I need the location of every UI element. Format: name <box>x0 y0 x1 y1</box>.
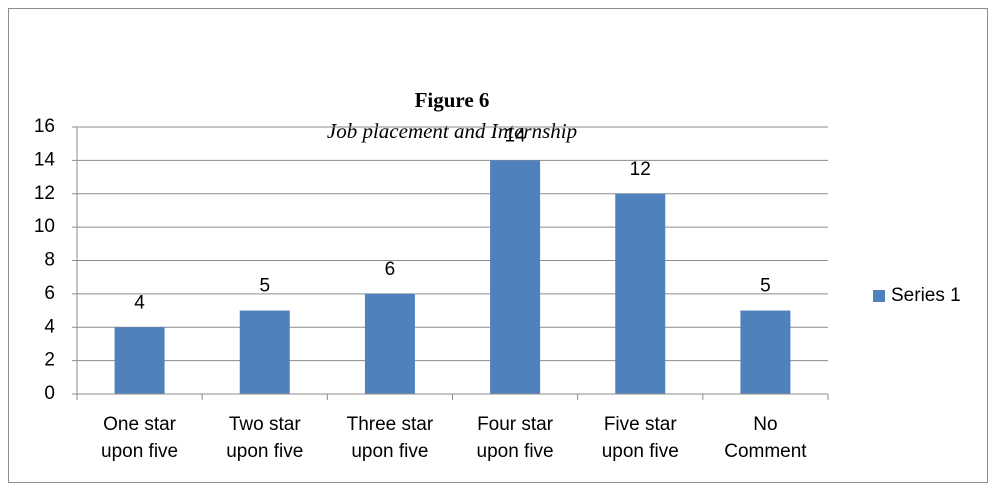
y-tick-label: 4 <box>44 316 55 337</box>
x-tick-label: Five star upon five <box>601 414 679 462</box>
y-tick-label: 0 <box>44 383 55 404</box>
bar <box>114 327 165 394</box>
legend-swatch <box>873 290 885 302</box>
legend-label: Series 1 <box>891 285 961 306</box>
bar <box>364 293 415 394</box>
data-label: 6 <box>385 259 396 280</box>
y-tick-label: 2 <box>44 350 55 371</box>
bar <box>239 310 290 394</box>
y-tick-label: 16 <box>34 116 55 137</box>
x-tick-label: Three star upon five <box>346 414 434 462</box>
bar <box>740 310 791 394</box>
y-tick-label: 12 <box>34 183 55 204</box>
bar <box>615 193 666 394</box>
data-label: 12 <box>630 159 651 180</box>
data-label: 4 <box>134 292 145 313</box>
y-tick-label: 6 <box>44 283 55 304</box>
y-tick-label: 10 <box>34 216 55 237</box>
chart-subtitle: Job placement and Internship <box>327 119 577 143</box>
y-tick-label: 8 <box>44 250 55 271</box>
x-tick-label: Two star upon five <box>226 414 304 462</box>
x-tick-label: One star upon five <box>101 414 179 462</box>
bar <box>490 160 541 394</box>
data-label: 5 <box>760 276 771 297</box>
x-tick-label: Four star upon five <box>476 414 554 462</box>
x-tick-label: No Comment <box>724 414 807 462</box>
data-label: 14 <box>505 125 527 146</box>
data-label: 5 <box>259 276 270 297</box>
y-tick-label: 14 <box>34 149 56 170</box>
chart-title: Figure 6 <box>415 88 490 112</box>
